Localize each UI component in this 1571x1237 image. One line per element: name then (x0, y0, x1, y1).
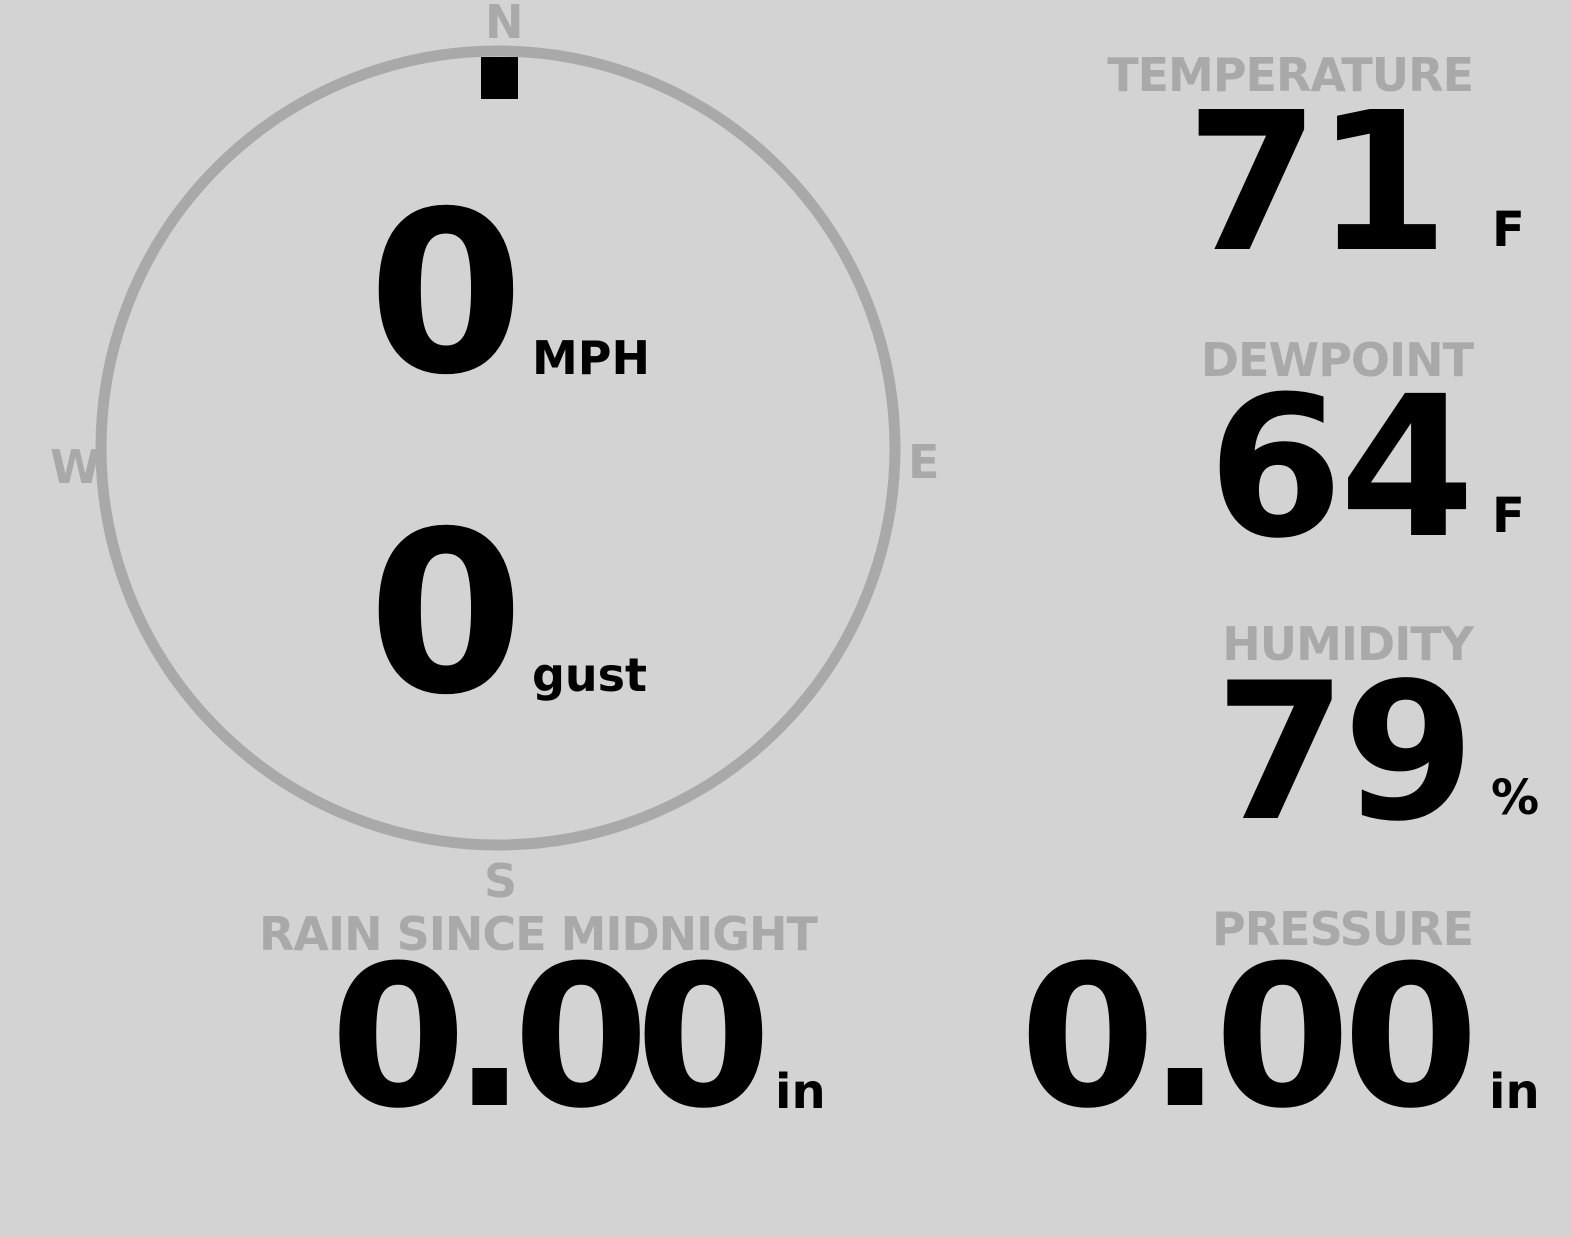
pressure-label: PRESSURE (1212, 902, 1474, 956)
rain-label: RAIN SINCE MIDNIGHT (259, 907, 818, 961)
wind-speed-unit: MPH (532, 331, 650, 385)
temperature-value: 71 (1185, 72, 1449, 295)
pressure-unit: in (1489, 1064, 1540, 1120)
dewpoint-label: DEWPOINT (1200, 333, 1474, 387)
temperature-label: TEMPERATURE (1107, 48, 1474, 102)
temperature-unit: F (1492, 202, 1525, 258)
pressure-value: 0.00 (1019, 924, 1479, 1152)
compass-east-label: E (908, 435, 940, 489)
rain-unit: in (775, 1064, 826, 1120)
compass-ring (95, 45, 901, 851)
wind-gust-value: 0 (368, 483, 524, 744)
humidity-value: 79 (1214, 642, 1475, 863)
wind-direction-indicator (481, 57, 518, 99)
compass-north-label: N (485, 0, 524, 49)
wind-speed-value: 0 (368, 163, 524, 424)
compass-south-label: S (484, 854, 518, 908)
rain-value: 0.00 (330, 924, 772, 1152)
wind-compass (95, 45, 901, 851)
humidity-label: HUMIDITY (1222, 617, 1474, 671)
wind-gust-unit: gust (532, 648, 648, 702)
compass-west-label: W (50, 440, 101, 494)
humidity-unit: % (1491, 770, 1540, 826)
dewpoint-value: 64 (1207, 354, 1475, 581)
wind-direction-marker (481, 57, 518, 99)
dewpoint-unit: F (1492, 488, 1525, 544)
